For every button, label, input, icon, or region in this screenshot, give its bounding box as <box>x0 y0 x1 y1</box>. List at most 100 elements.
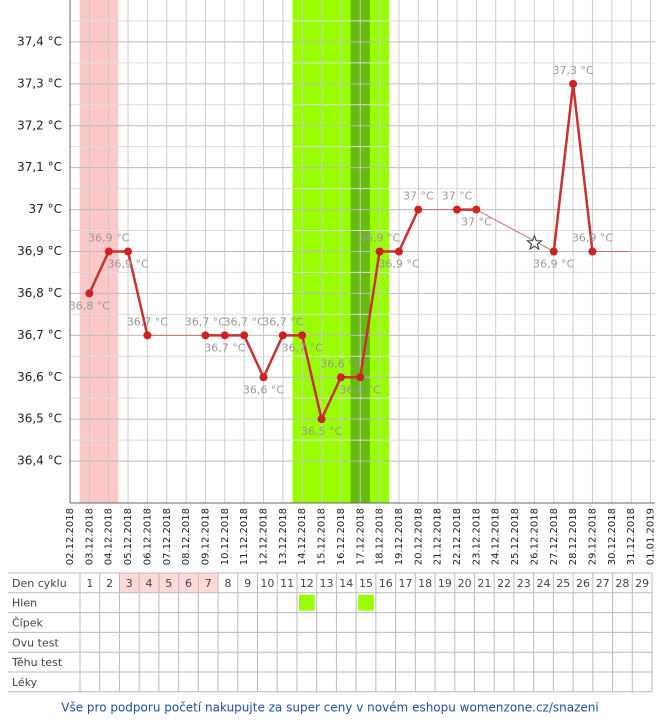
y-tick-label: 36,9 °C <box>17 244 62 258</box>
cycle-day: 17 <box>398 577 412 590</box>
pink-cell <box>119 573 140 593</box>
data-label: 36,7 °C <box>127 315 168 328</box>
data-label: 36,6 °C <box>320 357 361 370</box>
data-label: 37 °C <box>403 190 434 203</box>
temperature-point <box>85 289 94 298</box>
x-tick-label: 22.12.2018 <box>452 508 463 565</box>
data-label: 36,6 °C <box>340 383 381 396</box>
cycle-day: 24 <box>537 577 551 590</box>
x-tick-label: 21.12.2018 <box>433 508 444 565</box>
data-label: 36,7 °C <box>262 315 303 328</box>
y-tick-label: 37,1 °C <box>17 160 62 174</box>
x-tick-label: 31.12.2018 <box>626 508 637 565</box>
x-tick-label: 13.12.2018 <box>278 508 289 565</box>
cycle-day: 29 <box>635 577 649 590</box>
data-label: 37 °C <box>461 216 492 229</box>
temperature-point <box>201 331 210 340</box>
x-tick-label: 08.12.2018 <box>181 508 192 565</box>
data-label: 36,7 °C <box>185 315 226 328</box>
hlen-marker <box>358 594 374 611</box>
temperature-point <box>453 205 461 214</box>
x-tick-label: 04.12.2018 <box>104 508 115 565</box>
y-tick-label: 36,5 °C <box>17 412 62 426</box>
x-tick-label: 25.12.2018 <box>510 508 521 565</box>
cycle-day: 16 <box>379 577 393 590</box>
cycle-day: 10 <box>260 577 274 590</box>
row-label: Čípek <box>12 617 43 630</box>
y-tick-label: 37 °C <box>29 202 62 216</box>
temperature-point <box>317 415 326 424</box>
x-tick-label: 05.12.2018 <box>123 508 134 565</box>
temperature-point <box>375 247 384 256</box>
temperature-point <box>588 247 597 256</box>
cycle-day: 3 <box>126 577 133 590</box>
row-label: Hlen <box>12 597 37 610</box>
temperature-point <box>549 247 558 256</box>
cycle-day: 7 <box>205 577 212 590</box>
x-tick-label: 11.12.2018 <box>239 508 250 565</box>
temperature-point <box>569 79 578 88</box>
temperature-point <box>104 247 113 256</box>
x-tick-label: 30.12.2018 <box>607 508 618 565</box>
data-label: 36,7 °C <box>204 341 245 354</box>
x-tick-label: 02.12.2018 <box>65 508 76 565</box>
data-label: 37,3 °C <box>553 64 594 77</box>
row-label: Den cyklu <box>12 577 67 590</box>
data-label: 36,5 °C <box>301 425 342 438</box>
cycle-day: 11 <box>280 577 294 590</box>
footer-text[interactable]: Vše pro podporu početí nakupujte za supe… <box>61 701 598 715</box>
x-tick-label: 10.12.2018 <box>220 508 231 565</box>
x-tick-label: 01.01.2019 <box>646 508 657 565</box>
temperature-point <box>356 373 365 382</box>
cycle-day: 15 <box>359 577 373 590</box>
x-tick-label: 26.12.2018 <box>529 508 540 565</box>
x-tick-label: 09.12.2018 <box>200 508 211 565</box>
cycle-day: 28 <box>615 577 629 590</box>
x-tick-label: 27.12.2018 <box>549 508 560 565</box>
cycle-day: 21 <box>477 577 491 590</box>
cycle-day: 4 <box>146 577 153 590</box>
temperature-point <box>259 373 268 382</box>
y-tick-label: 37,2 °C <box>17 118 62 132</box>
footer-link[interactable]: Vše pro podporu početí nakupujte za supe… <box>61 701 598 715</box>
cycle-day: 23 <box>517 577 531 590</box>
data-label: 36,8 °C <box>69 299 110 312</box>
cycle-day: 14 <box>339 577 353 590</box>
data-label: 36,9 °C <box>378 258 419 271</box>
y-tick-label: 36,6 °C <box>17 370 62 384</box>
x-tick-label: 03.12.2018 <box>84 508 95 565</box>
cycle-day: 22 <box>497 577 511 590</box>
x-tick-label: 29.12.2018 <box>587 508 598 565</box>
hlen-marker <box>298 594 315 611</box>
data-label: 36,6 °C <box>243 383 284 396</box>
row-label: Těhu test <box>11 656 63 669</box>
data-label: 36,9 °C <box>572 232 613 245</box>
cycle-day: 12 <box>300 577 314 590</box>
y-tick-label: 37,4 °C <box>17 34 62 48</box>
cycle-day: 9 <box>244 577 251 590</box>
cycle-day: 18 <box>418 577 432 590</box>
cycle-day: 27 <box>596 577 610 590</box>
pink-cell <box>158 573 179 593</box>
data-label: 36,7 °C <box>282 341 323 354</box>
y-tick-label: 36,7 °C <box>17 328 62 342</box>
x-tick-label: 19.12.2018 <box>394 508 405 565</box>
x-tick-label: 28.12.2018 <box>568 508 579 565</box>
row-label: Ovu test <box>12 636 59 649</box>
temperature-point <box>240 331 249 340</box>
temperature-point <box>414 205 423 214</box>
x-tick-label: 24.12.2018 <box>491 508 502 565</box>
temperature-point <box>336 373 345 382</box>
temperature-point <box>143 331 152 340</box>
data-label: 36,9 °C <box>533 258 574 271</box>
data-label: 37 °C <box>442 190 473 203</box>
cycle-day: 1 <box>86 577 93 590</box>
pink-cell <box>178 573 199 593</box>
cycle-day: 6 <box>185 577 192 590</box>
cycle-day: 26 <box>576 577 590 590</box>
temperature-point <box>394 247 403 256</box>
cycle-day: 2 <box>106 577 113 590</box>
temperature-point <box>298 331 307 340</box>
temperature-line <box>88 250 149 336</box>
